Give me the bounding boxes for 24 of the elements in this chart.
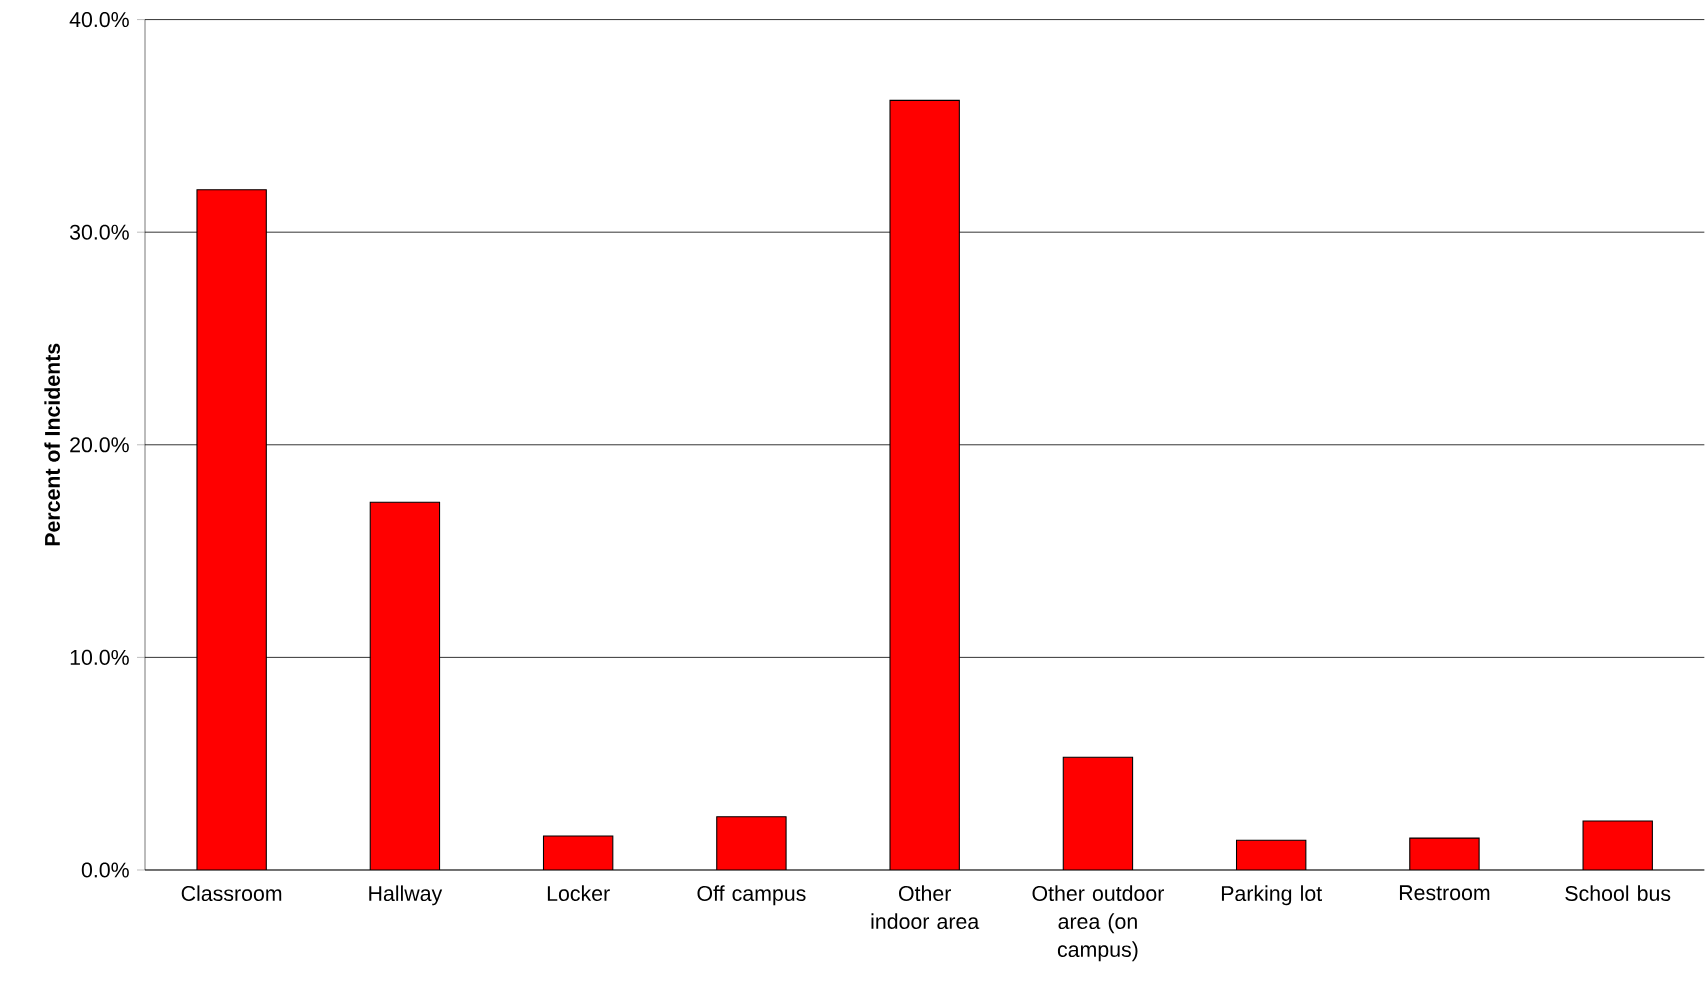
bar (889, 99, 960, 870)
x-tick-label: Classroom (181, 885, 282, 902)
x-tick-label: Parking lot (1221, 885, 1322, 906)
bar (1062, 756, 1134, 870)
x-tick-label: Other indoor area (871, 885, 980, 930)
x-tick-label: School bus (1565, 885, 1671, 902)
bar (1582, 820, 1653, 870)
x-tick-label: Off campus (697, 885, 806, 906)
y-tick-label: 20.0% (70, 437, 129, 453)
bar (1235, 839, 1307, 870)
y-axis-title: Percent of Incidents (44, 343, 60, 546)
y-tick-label: 40.0% (69, 12, 129, 28)
y-tick-label: 30.0% (69, 224, 129, 240)
bar (1409, 837, 1480, 870)
x-tick-label: Locker (547, 885, 610, 902)
y-tick-label: 0.0% (81, 862, 129, 878)
bar (369, 501, 441, 870)
bar (196, 189, 267, 870)
x-tick-label: Other outdoor area (on campus) (1032, 885, 1164, 962)
x-tick-label: Restroom (1399, 885, 1490, 901)
bar (542, 835, 614, 870)
bar (716, 816, 787, 870)
y-tick-label: 10.0% (70, 649, 129, 665)
x-tick-label: Hallway (369, 885, 443, 906)
